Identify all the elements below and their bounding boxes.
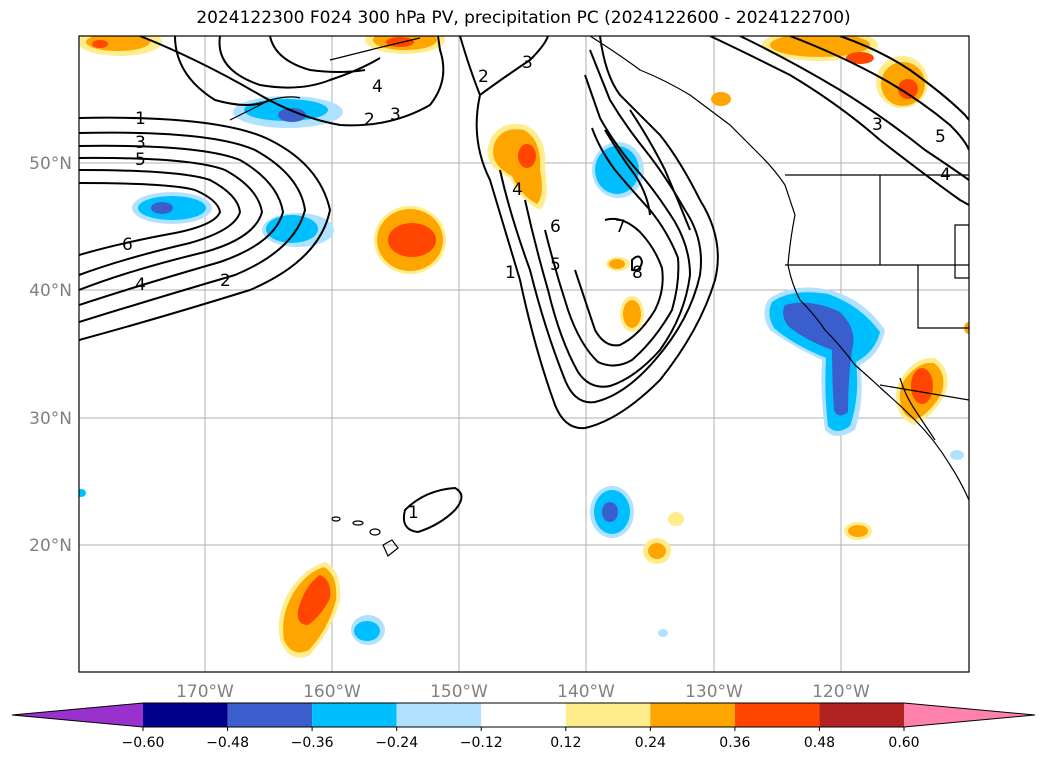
pv-contours bbox=[79, 36, 969, 534]
precip-negative bbox=[602, 502, 618, 522]
colorbar-tick-label: 0.48 bbox=[804, 735, 835, 751]
precip-negative bbox=[79, 489, 86, 497]
precip-positive bbox=[297, 575, 331, 625]
coastlines bbox=[229, 36, 969, 501]
colorbar-extension-high bbox=[904, 703, 1035, 727]
precip-positive bbox=[92, 40, 108, 48]
map-title: 2024122300 F024 300 hPa PV, precipitatio… bbox=[196, 8, 851, 28]
precip-positive bbox=[668, 512, 684, 526]
colorbar-bin bbox=[143, 703, 228, 727]
lat-label: 40°N bbox=[29, 281, 72, 301]
colorbar-extension-low bbox=[12, 703, 143, 727]
precip-positive bbox=[518, 144, 536, 168]
contour-label: 2 bbox=[364, 110, 375, 130]
contour-label: 5 bbox=[935, 127, 946, 147]
lat-label: 50°N bbox=[29, 154, 72, 174]
colorbar-bin bbox=[650, 703, 735, 727]
contour-label: 8 bbox=[632, 263, 643, 283]
colorbar: −0.60 −0.48 −0.36 −0.24 −0.12 0.12 0.24 0.36 0.4… bbox=[11, 702, 1036, 751]
hawaii-islands bbox=[331, 516, 399, 557]
contour-label: 1 bbox=[135, 109, 146, 129]
colorbar-bin bbox=[227, 703, 313, 727]
contour-label: 5 bbox=[135, 150, 146, 170]
precip-negative bbox=[658, 629, 668, 637]
longitude-labels: 170°W 160°W 150°W 140°W 130°W 120°W bbox=[176, 682, 870, 702]
contour-label: 6 bbox=[550, 217, 561, 237]
contour-label: 1 bbox=[505, 263, 516, 283]
precip-positive bbox=[388, 223, 436, 257]
colorbar-bin bbox=[396, 703, 482, 727]
colorbar-tick-label: 0.60 bbox=[888, 735, 919, 751]
precip-positive bbox=[648, 543, 666, 559]
precip-positive bbox=[711, 92, 731, 106]
contour-label: 2 bbox=[220, 271, 231, 291]
contour-label: 3 bbox=[872, 115, 883, 135]
lon-label: 120°W bbox=[812, 682, 870, 702]
lon-label: 140°W bbox=[557, 682, 615, 702]
colorbar-bin bbox=[819, 703, 904, 727]
lon-label: 130°W bbox=[685, 682, 743, 702]
colorbar-bin bbox=[481, 703, 566, 727]
precip-negative bbox=[950, 450, 964, 460]
contour-label: 7 bbox=[615, 217, 626, 237]
precip-positive bbox=[911, 368, 933, 404]
colorbar-tick-label: 0.12 bbox=[550, 735, 581, 751]
contour-label: 6 bbox=[122, 235, 133, 255]
colorbar-tick-label: −0.60 bbox=[122, 735, 165, 751]
contour-label: 5 bbox=[550, 255, 561, 275]
lon-label: 150°W bbox=[430, 682, 488, 702]
contour-labels: 1 3 5 6 4 2 4 3 2 2 3 4 6 5 7 8 1 3 5 4 … bbox=[122, 53, 951, 523]
contour-label: 3 bbox=[135, 133, 146, 153]
colorbar-tick-label: −0.48 bbox=[206, 735, 249, 751]
colorbar-bin bbox=[312, 703, 397, 727]
contour-label: 4 bbox=[512, 180, 523, 200]
colorbar-tick-label: 0.36 bbox=[719, 735, 750, 751]
contour-label: 4 bbox=[372, 77, 383, 97]
precip-positive bbox=[770, 36, 870, 57]
contour-label: 3 bbox=[522, 53, 533, 73]
precip-negative bbox=[151, 202, 173, 214]
colorbar-bin bbox=[565, 703, 651, 727]
precip-positive bbox=[848, 525, 868, 537]
contour-label: 1 bbox=[408, 503, 419, 523]
colorbar-tick-label: 0.24 bbox=[635, 735, 666, 751]
contour-label: 3 bbox=[390, 105, 401, 125]
latitude-labels: 50°N 40°N 30°N 20°N bbox=[29, 154, 72, 556]
lat-label: 30°N bbox=[29, 409, 72, 429]
lat-label: 20°N bbox=[29, 536, 72, 556]
precip-negative bbox=[278, 108, 306, 122]
precip-negative bbox=[783, 302, 854, 416]
colorbar-bin bbox=[734, 703, 820, 727]
precip-positive bbox=[609, 259, 625, 269]
colorbar-tick-label: −0.36 bbox=[291, 735, 334, 751]
colorbar-tick-label: −0.24 bbox=[375, 735, 418, 751]
lon-label: 170°W bbox=[176, 682, 234, 702]
contour-label: 2 bbox=[478, 67, 489, 87]
precip-positive bbox=[623, 300, 641, 328]
contour-label: 4 bbox=[135, 275, 146, 295]
precip-positive bbox=[898, 79, 918, 99]
lon-label: 160°W bbox=[303, 682, 361, 702]
precip-negative bbox=[354, 621, 380, 641]
colorbar-tick-label: −0.12 bbox=[460, 735, 503, 751]
map-border bbox=[78, 35, 970, 673]
precip-positive bbox=[846, 52, 874, 64]
contour-label: 4 bbox=[940, 165, 951, 185]
